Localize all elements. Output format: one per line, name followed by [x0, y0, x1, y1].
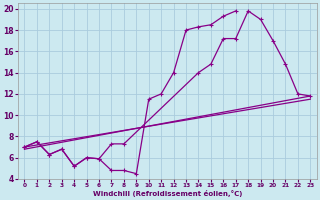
X-axis label: Windchill (Refroidissement éolien,°C): Windchill (Refroidissement éolien,°C) — [93, 190, 242, 197]
